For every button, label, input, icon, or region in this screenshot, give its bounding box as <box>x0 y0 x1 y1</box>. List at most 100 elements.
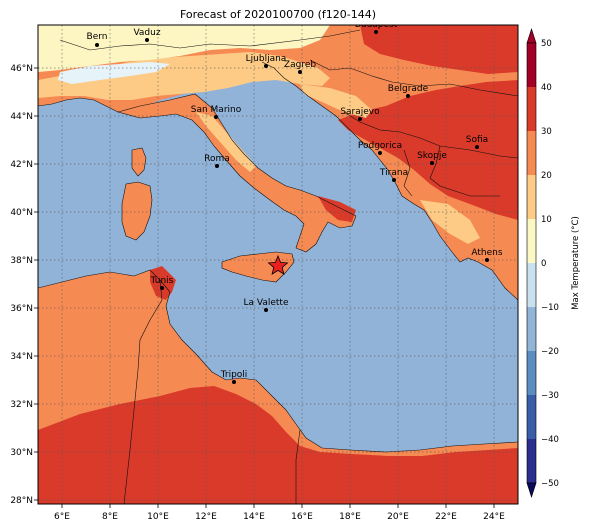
hot-zone-calabria <box>318 196 356 222</box>
colorbar-tick-label: −20 <box>541 347 559 357</box>
colorbar-extend-bottom <box>526 482 537 498</box>
svg-text:Budapest: Budapest <box>355 20 398 30</box>
city-belgrade: Belgrade <box>388 84 429 98</box>
svg-text:Podgorica: Podgorica <box>358 141 402 151</box>
gridlines <box>38 25 518 504</box>
svg-text:Bern: Bern <box>87 32 108 42</box>
y-tick-label: 30°N <box>10 448 33 458</box>
colorbar-bin <box>527 439 536 483</box>
colorbar: 50 40 30 20 10 0 −10 −20 −30 −40 −50 Max… <box>526 28 581 498</box>
colorbar-tick-label: 50 <box>541 39 552 49</box>
colorbar-bins <box>527 43 536 483</box>
svg-text:Athens: Athens <box>471 248 502 258</box>
map-frame <box>37 24 519 505</box>
y-axis: 28°N 30°N 32°N 34°N 36°N 38°N 40°N 42°N … <box>10 64 38 506</box>
colorbar-tick-label: 30 <box>541 127 552 137</box>
colorbar-bin <box>527 87 536 131</box>
colorbar-tick-label: −50 <box>541 479 559 489</box>
y-tick-label: 40°N <box>10 208 33 218</box>
hot-zone-hungary <box>360 25 518 74</box>
city-zagreb: Zagreb <box>284 60 316 74</box>
city-vaduz: Vaduz <box>133 28 161 42</box>
star-marker <box>267 254 289 275</box>
colorbar-bin <box>527 131 536 175</box>
x-tick-label: 8°E <box>102 512 118 522</box>
y-tick-label: 42°N <box>10 160 33 170</box>
city-markers: Bern Vaduz Budapest Ljubljana Zagreb Bel… <box>87 20 503 384</box>
svg-text:La Valette: La Valette <box>244 298 289 308</box>
land-sardinia <box>122 182 152 240</box>
colorbar-extend-top <box>526 28 537 44</box>
svg-text:Roma: Roma <box>204 154 230 164</box>
city-tripoli: Tripoli <box>220 370 248 384</box>
city-sofia: Sofia <box>466 135 488 149</box>
x-tick-label: 12°E <box>195 512 217 522</box>
chart-title: Forecast of 2020100700 (f120-144) <box>180 8 376 21</box>
y-tick-label: 28°N <box>10 496 33 506</box>
svg-text:Tripoli: Tripoli <box>220 370 248 380</box>
y-tick-label: 34°N <box>10 352 33 362</box>
mild-zone-north <box>38 52 330 100</box>
city-tirana: Tirana <box>379 168 408 182</box>
x-tick-label: 16°E <box>291 512 313 522</box>
svg-text:San Marino: San Marino <box>191 105 242 115</box>
hot-zone-balkans <box>338 80 518 220</box>
mild-zone-apennines <box>196 112 256 172</box>
x-tick-label: 20°E <box>387 512 409 522</box>
colorbar-tick-label: −40 <box>541 435 559 445</box>
cool-zone-alps <box>38 25 330 72</box>
colorbar-bin <box>527 43 536 87</box>
colorbar-tick-label: 10 <box>541 215 552 225</box>
colorbar-bin <box>527 351 536 395</box>
city-ljubljana: Ljubljana <box>246 54 286 68</box>
mild-zone-greece <box>420 200 480 244</box>
colorbar-tick-label: −30 <box>541 391 559 401</box>
colorbar-bin <box>527 395 536 439</box>
colorbar-tick-label: −10 <box>541 303 559 313</box>
x-tick-label: 6°E <box>54 512 70 522</box>
y-tick-label: 46°N <box>10 64 33 74</box>
land-corsica <box>132 148 146 176</box>
city-roma: Roma <box>204 154 230 168</box>
svg-text:Zagreb: Zagreb <box>284 60 316 70</box>
colorbar-bin <box>527 263 536 307</box>
svg-text:Vaduz: Vaduz <box>133 28 160 38</box>
mild-zone-dinaric <box>300 84 372 118</box>
city-sarajevo: Sarajevo <box>340 107 380 121</box>
colorbar-bin <box>527 219 536 263</box>
svg-text:Tirana: Tirana <box>379 168 408 178</box>
colorbar-bin <box>527 175 536 219</box>
land-italy <box>118 94 356 252</box>
colorbar-tick-label: 40 <box>541 83 552 93</box>
svg-text:Sofia: Sofia <box>466 135 488 145</box>
city-bern: Bern <box>87 32 108 47</box>
x-axis: 6°E 8°E 10°E 12°E 14°E 16°E 18°E 20°E 22… <box>54 504 505 522</box>
svg-text:Belgrade: Belgrade <box>388 84 429 94</box>
cold-zone-alps <box>58 62 170 84</box>
x-tick-label: 22°E <box>435 512 457 522</box>
colorbar-tick-label: 20 <box>541 171 552 181</box>
city-athens: Athens <box>471 248 503 262</box>
y-tick-label: 32°N <box>10 400 33 410</box>
svg-text:Tunis: Tunis <box>150 276 174 286</box>
city-tunis: Tunis <box>150 276 174 290</box>
city-skopje: Skopje <box>417 151 447 165</box>
x-tick-label: 24°E <box>483 512 505 522</box>
city-budapest: Budapest <box>355 20 398 34</box>
city-san-marino: San Marino <box>191 105 242 119</box>
colorbar-tick-label: 0 <box>541 259 546 269</box>
land-sicily <box>222 252 294 282</box>
coastlines <box>38 29 518 504</box>
y-tick-label: 44°N <box>10 112 33 122</box>
colorbar-bin <box>527 307 536 351</box>
x-tick-label: 18°E <box>339 512 361 522</box>
map-panel[interactable]: Bern Vaduz Budapest Ljubljana Zagreb Bel… <box>38 20 518 504</box>
x-tick-label: 10°E <box>147 512 169 522</box>
colorbar-label: Max Temperature (°C) <box>571 216 581 310</box>
svg-text:Skopje: Skopje <box>417 151 447 161</box>
y-tick-label: 38°N <box>10 256 33 266</box>
x-tick-label: 14°E <box>243 512 265 522</box>
y-tick-label: 36°N <box>10 304 33 314</box>
city-la-valette: La Valette <box>244 298 289 312</box>
city-podgorica: Podgorica <box>358 141 402 155</box>
